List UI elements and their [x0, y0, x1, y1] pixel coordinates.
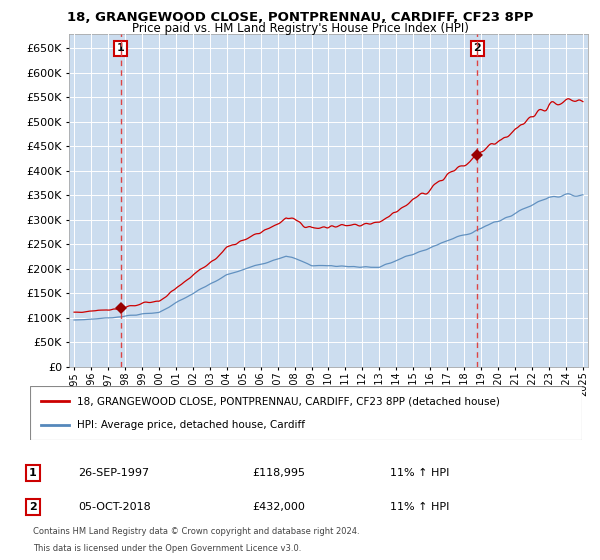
- Text: Contains HM Land Registry data © Crown copyright and database right 2024.: Contains HM Land Registry data © Crown c…: [33, 528, 359, 536]
- Text: 1: 1: [117, 43, 125, 53]
- Text: £432,000: £432,000: [252, 502, 305, 512]
- Text: 2: 2: [473, 43, 481, 53]
- Text: 18, GRANGEWOOD CLOSE, PONTPRENNAU, CARDIFF, CF23 8PP: 18, GRANGEWOOD CLOSE, PONTPRENNAU, CARDI…: [67, 11, 533, 24]
- Text: 05-OCT-2018: 05-OCT-2018: [78, 502, 151, 512]
- Text: 26-SEP-1997: 26-SEP-1997: [78, 468, 149, 478]
- FancyBboxPatch shape: [30, 386, 582, 440]
- Text: 1: 1: [29, 468, 37, 478]
- Text: HPI: Average price, detached house, Cardiff: HPI: Average price, detached house, Card…: [77, 419, 305, 430]
- Text: 11% ↑ HPI: 11% ↑ HPI: [390, 502, 449, 512]
- Text: 11% ↑ HPI: 11% ↑ HPI: [390, 468, 449, 478]
- Text: Price paid vs. HM Land Registry's House Price Index (HPI): Price paid vs. HM Land Registry's House …: [131, 22, 469, 35]
- Text: This data is licensed under the Open Government Licence v3.0.: This data is licensed under the Open Gov…: [33, 544, 301, 553]
- Text: 2: 2: [29, 502, 37, 512]
- Text: 18, GRANGEWOOD CLOSE, PONTPRENNAU, CARDIFF, CF23 8PP (detached house): 18, GRANGEWOOD CLOSE, PONTPRENNAU, CARDI…: [77, 396, 500, 407]
- Text: £118,995: £118,995: [252, 468, 305, 478]
